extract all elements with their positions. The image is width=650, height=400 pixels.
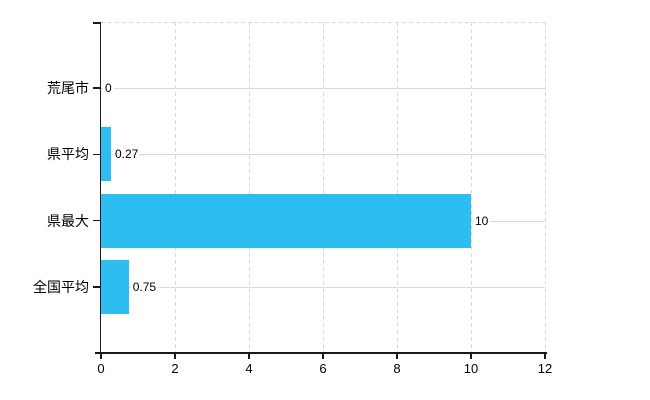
y-axis-top-tick <box>93 22 101 24</box>
value-label: 10 <box>473 213 491 228</box>
category-label: 荒尾市 <box>47 80 89 97</box>
x-axis-tick <box>396 353 398 359</box>
gridline-horizontal <box>101 88 545 90</box>
y-axis-line <box>99 22 101 353</box>
x-tick-label: 4 <box>245 361 253 376</box>
x-tick-label: 6 <box>319 361 327 376</box>
category-label: 県平均 <box>47 146 89 163</box>
x-axis-tick <box>322 353 324 359</box>
x-axis-tick <box>100 353 102 359</box>
x-tick-label: 8 <box>393 361 401 376</box>
bar <box>101 127 111 182</box>
x-axis-tick <box>470 353 472 359</box>
y-axis-tick <box>93 286 100 288</box>
value-label: 0.27 <box>112 147 141 162</box>
x-axis-tick <box>248 353 250 359</box>
x-axis-line <box>95 352 547 354</box>
gridline-horizontal <box>101 154 545 156</box>
x-tick-label: 0 <box>97 361 105 376</box>
gridline-vertical <box>175 22 176 353</box>
x-tick-label: 10 <box>463 361 479 376</box>
gridline-vertical <box>249 22 250 353</box>
bar <box>101 259 129 314</box>
gridline-vertical <box>397 22 398 353</box>
y-axis-tick <box>93 219 100 222</box>
category-label: 全国平均 <box>33 278 89 295</box>
x-tick-label: 12 <box>537 361 553 376</box>
gridline-vertical <box>471 22 472 353</box>
category-label: 県最大 <box>47 212 89 229</box>
y-axis-tick <box>93 87 100 89</box>
bar <box>101 193 471 248</box>
gridline-vertical <box>323 22 324 353</box>
x-axis-tick <box>174 353 176 359</box>
value-label: 0.75 <box>130 279 159 294</box>
x-axis-tick <box>544 353 546 359</box>
gridline-horizontal <box>101 286 545 288</box>
gridline-vertical <box>545 22 546 353</box>
value-label: 0 <box>103 81 114 96</box>
x-tick-label: 2 <box>171 361 179 376</box>
y-axis-tick <box>93 153 100 156</box>
